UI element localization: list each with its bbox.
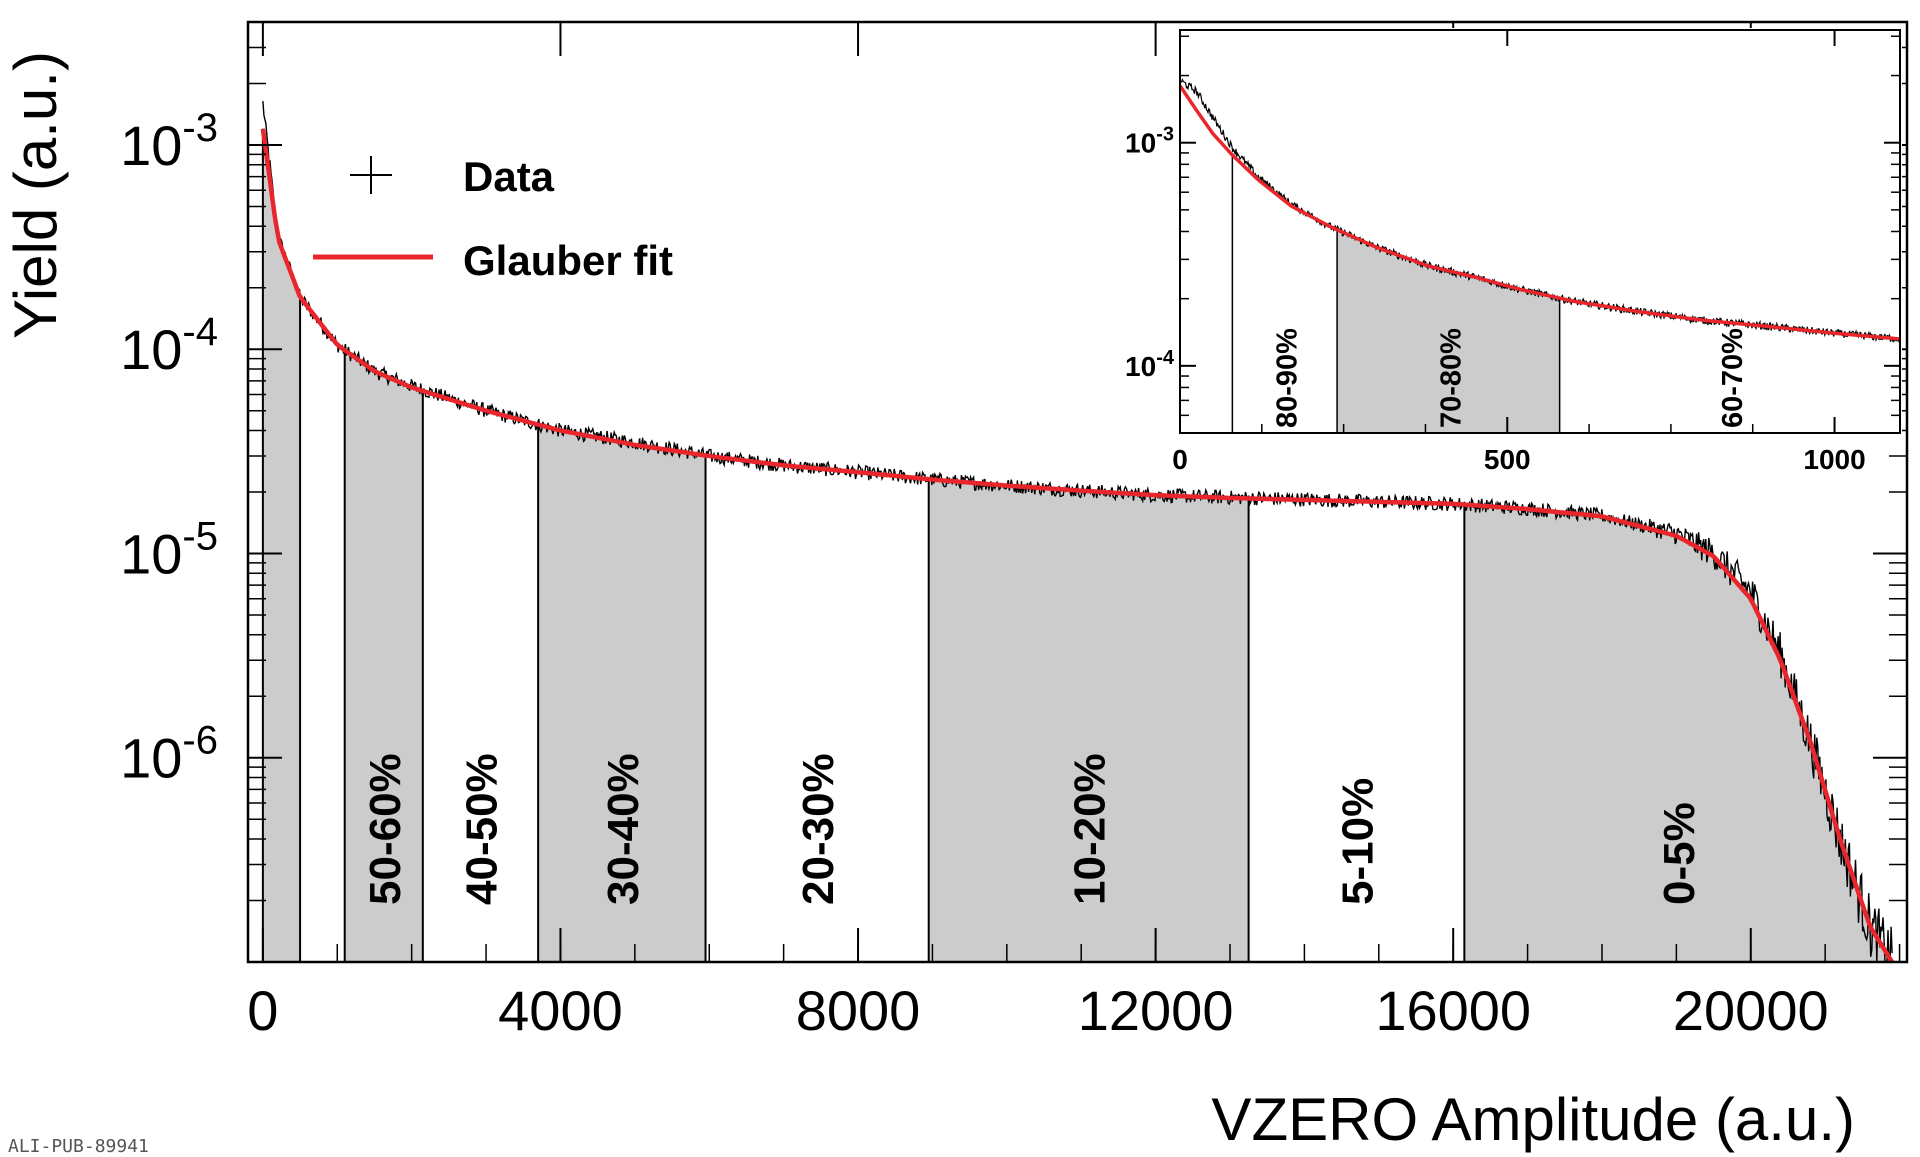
data-series (1179, 77, 1901, 344)
band-label: 70-80% (1435, 328, 1467, 428)
main-bands (261, 128, 1893, 963)
x-axis-title: VZERO Amplitude (a.u.) (1211, 1086, 1855, 1153)
fit-series (1178, 84, 1901, 341)
main-band-labels: 50-60% 40-50% 30-40% 20-30% 10-20% 5-10% 0-5% (361, 753, 1704, 905)
legend-label-fit: Glauber fit (463, 237, 673, 284)
band-label: 10-20% (1066, 753, 1115, 905)
band-label: 0-5% (1655, 802, 1704, 905)
centrality-band-fill (1464, 504, 1893, 962)
inset-band-labels: 80-90% 70-80% 60-70% (1272, 328, 1749, 428)
band-label: 50-60% (361, 753, 410, 905)
band-label: 80-90% (1272, 328, 1304, 428)
main-x-ticks: 0 4000 8000 12000 16000 20000 (247, 22, 1901, 1042)
y-tick-label: 10-3 (1125, 124, 1174, 159)
legend-data-marker (350, 156, 392, 194)
inset-x-ticks: 0 500 1000 (1172, 30, 1866, 475)
band-label: 40-50% (457, 753, 506, 905)
centrality-band-fill (1337, 229, 1560, 433)
inset-y-ticks: 10-3 10-4 (1125, 35, 1900, 434)
x-tick-label: 4000 (498, 979, 623, 1042)
centrality-band-fill (538, 424, 706, 963)
main-plot: 50-60% 40-50% 30-40% 20-30% 10-20% 5-10% 0-5% … (120, 20, 1909, 1042)
inset-bands (1231, 155, 1561, 433)
x-tick-label: 500 (1484, 444, 1531, 475)
band-label: 20-30% (794, 753, 843, 905)
y-tick-label: 10-4 (120, 310, 218, 381)
x-tick-label: 20000 (1673, 979, 1829, 1042)
legend: Data Glauber fit (313, 153, 673, 284)
y-axis-title: Yield (a.u.) (2, 51, 69, 339)
x-tick-label: 0 (247, 979, 278, 1042)
x-tick-label: 12000 (1078, 979, 1234, 1042)
centrality-band-fill (344, 350, 423, 962)
x-tick-label: 8000 (796, 979, 921, 1042)
y-tick-label: 10-4 (1125, 347, 1175, 382)
centrality-band-fill (928, 479, 1249, 962)
band-label: 60-70% (1717, 328, 1749, 428)
main-series (260, 101, 1895, 964)
band-label: 5-10% (1333, 778, 1382, 905)
credit-label: ALI-PUB-89941 (8, 1136, 149, 1157)
y-tick-label: 10-3 (120, 106, 218, 177)
y-tick-label: 10-6 (120, 719, 218, 790)
legend-label-data: Data (463, 153, 555, 200)
fit-series (260, 128, 1895, 964)
band-label: 30-40% (599, 753, 648, 905)
x-tick-label: 0 (1172, 444, 1188, 475)
inset-series (1178, 77, 1901, 344)
y-tick-label: 10-5 (120, 514, 218, 585)
inset-plot: 80-90% 70-80% 60-70% 0 500 1000 10-3 10-4 (1125, 28, 1902, 475)
centrality-band-fill (262, 128, 301, 963)
x-tick-label: 1000 (1803, 444, 1865, 475)
x-tick-label: 16000 (1375, 979, 1531, 1042)
